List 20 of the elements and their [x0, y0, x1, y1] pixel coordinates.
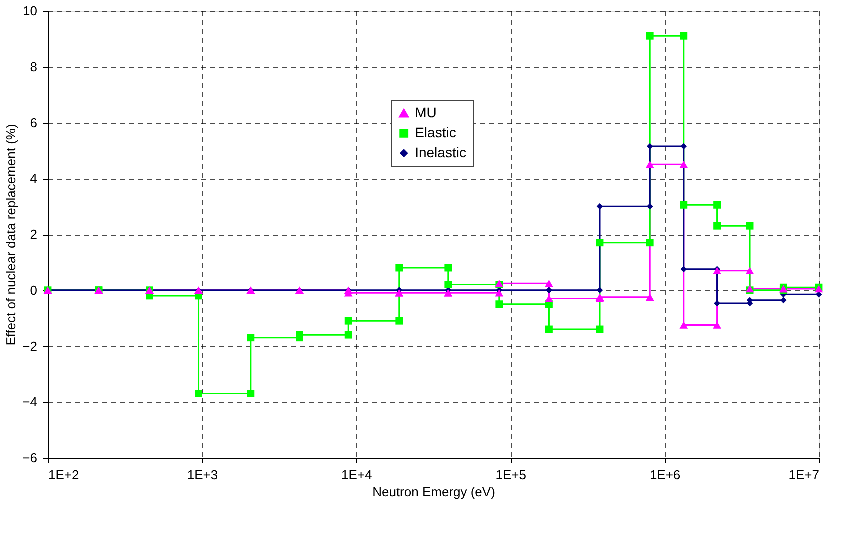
y-tick-label: 2 [30, 227, 38, 242]
x-tick-label: 1E+2 [48, 468, 80, 482]
x-tick-label: 1E+6 [650, 468, 681, 482]
y-tick-label: −4 [22, 394, 38, 410]
y-tick-label: 0 [30, 282, 38, 298]
y-tick-label: 8 [30, 59, 38, 74]
legend-label: MU [415, 104, 437, 120]
legend-label: Elastic [415, 124, 456, 140]
legend-label: Inelastic [415, 144, 466, 160]
y-tick-label: 4 [30, 171, 38, 186]
x-axis-title: Neutron Emergy (eV) [372, 484, 496, 500]
y-tick-label: −2 [22, 338, 38, 354]
x-tick-label: 1E+3 [187, 468, 218, 482]
y-axis-title: Effect of nuclear data replacement (%) [4, 124, 19, 346]
y-tick-label: −6 [22, 450, 38, 466]
y-tick-label: 10 [23, 4, 38, 18]
x-tick-label: 1E+4 [342, 468, 372, 482]
x-tick-label: 1E+7 [788, 468, 820, 482]
y-tick-label: 6 [30, 115, 38, 130]
x-tick-label: 1E+5 [496, 468, 526, 482]
